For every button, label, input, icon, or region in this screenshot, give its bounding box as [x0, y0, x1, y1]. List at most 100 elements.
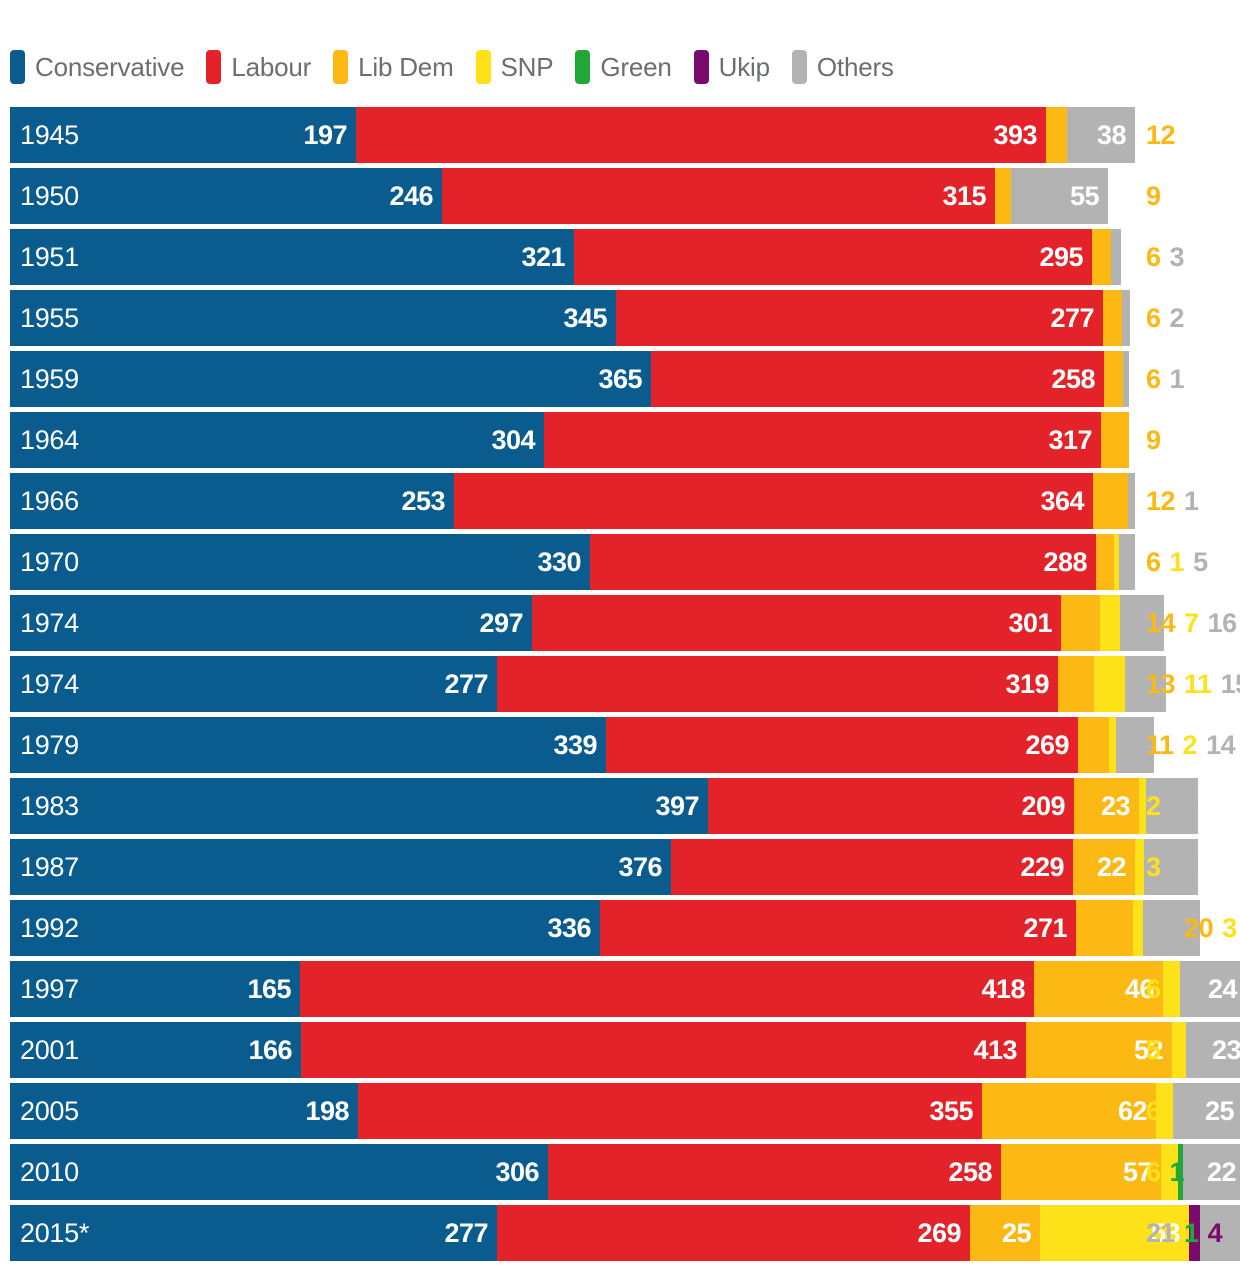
stacked-bar: 166 413 52 23 — [10, 1022, 1240, 1078]
bar-segment-labour[interactable]: 393 — [356, 107, 1046, 163]
bar-segment-labour[interactable]: 319 — [497, 656, 1058, 712]
bar-segment-libdem[interactable] — [1046, 107, 1067, 163]
bar-segment-labour[interactable]: 301 — [532, 595, 1061, 651]
bar-segment-libdem[interactable] — [1096, 534, 1114, 590]
bar-segment-snp[interactable] — [1161, 1144, 1178, 1200]
bar-segment-snp[interactable]: 53 — [1040, 1205, 1189, 1261]
bar-segment-conservative[interactable]: 365 — [10, 351, 651, 407]
outside-value-snp: 6 — [1146, 1156, 1161, 1187]
bar-segment-conservative[interactable]: 277 — [10, 656, 497, 712]
bar-segment-libdem[interactable]: 52 — [1026, 1022, 1172, 1078]
bar-segment-value: 277 — [444, 668, 488, 699]
bar-segment-labour[interactable]: 413 — [301, 1022, 1026, 1078]
bar-segment-others[interactable] — [1146, 778, 1198, 834]
bar-segment-conservative[interactable]: 198 — [10, 1083, 358, 1139]
bar-segment-labour[interactable]: 271 — [600, 900, 1076, 956]
bar-segment-others[interactable] — [1111, 229, 1121, 285]
bar-segment-others[interactable]: 22 — [1183, 1144, 1240, 1200]
bar-segment-libdem[interactable]: 46 — [1034, 961, 1163, 1017]
bar-segment-snp[interactable] — [1114, 534, 1119, 590]
bar-segment-labour[interactable]: 288 — [590, 534, 1096, 590]
bar-segment-libdem[interactable] — [1078, 717, 1109, 773]
bar-segment-labour[interactable]: 269 — [606, 717, 1078, 773]
bar-segment-labour[interactable]: 258 — [548, 1144, 1001, 1200]
bar-segment-snp[interactable] — [1100, 595, 1120, 651]
bar-segment-conservative[interactable]: 246 — [10, 168, 442, 224]
bar-segment-conservative[interactable]: 397 — [10, 778, 708, 834]
bar-segment-conservative[interactable]: 339 — [10, 717, 606, 773]
stacked-bar: 246 315 55 — [10, 168, 1136, 224]
bar-segment-others[interactable] — [1122, 290, 1130, 346]
bar-segment-labour[interactable]: 295 — [574, 229, 1092, 285]
bar-segment-labour[interactable]: 355 — [358, 1083, 982, 1139]
bar-segment-ukip[interactable] — [1189, 1205, 1200, 1261]
bar-segment-others[interactable]: 23 — [1186, 1022, 1240, 1078]
outside-value-others: 15 — [1220, 668, 1240, 699]
bar-segment-conservative[interactable]: 304 — [10, 412, 544, 468]
bar-segment-libdem[interactable] — [995, 168, 1011, 224]
bar-segment-conservative[interactable]: 306 — [10, 1144, 548, 1200]
bar-segment-others[interactable] — [1144, 839, 1198, 895]
bar-segment-others[interactable] — [1125, 656, 1166, 712]
bar-segment-others[interactable] — [1119, 534, 1135, 590]
legend-label: Ukip — [718, 51, 770, 82]
bar-segment-conservative[interactable]: 166 — [10, 1022, 301, 1078]
bar-segment-snp[interactable] — [1135, 839, 1144, 895]
bar-segment-value: 22 — [1206, 1156, 1237, 1187]
bar-segment-labour[interactable]: 258 — [651, 351, 1104, 407]
outside-value-libdem: 13 — [1146, 668, 1176, 699]
bar-segment-others[interactable] — [1120, 595, 1164, 651]
bar-segment-libdem[interactable] — [1058, 656, 1094, 712]
bar-segment-snp[interactable] — [1163, 961, 1180, 1017]
bar-segment-libdem[interactable]: 25 — [970, 1205, 1040, 1261]
bar-segment-libdem[interactable]: 57 — [1001, 1144, 1161, 1200]
bar-segment-labour[interactable]: 418 — [300, 961, 1034, 1017]
bar-segment-libdem[interactable] — [1104, 351, 1123, 407]
bar-segment-others[interactable] — [1128, 473, 1135, 529]
bar-segment-conservative[interactable]: 345 — [10, 290, 616, 346]
bar-segment-libdem[interactable] — [1103, 290, 1122, 346]
bar-segment-libdem[interactable] — [1093, 473, 1128, 529]
bar-segment-conservative[interactable]: 330 — [10, 534, 590, 590]
bar-segment-others[interactable]: 38 — [1067, 107, 1135, 163]
bar-segment-libdem[interactable] — [1101, 412, 1129, 468]
bar-segment-conservative[interactable]: 197 — [10, 107, 356, 163]
bar-segment-others[interactable]: 25 — [1173, 1083, 1240, 1139]
bar-segment-conservative[interactable]: 165 — [10, 961, 300, 1017]
bar-segment-libdem[interactable]: 23 — [1074, 778, 1139, 834]
bar-segment-snp[interactable] — [1109, 717, 1116, 773]
bar-segment-green[interactable] — [1178, 1144, 1183, 1200]
bar-segment-libdem[interactable]: 22 — [1073, 839, 1135, 895]
bar-segment-conservative[interactable]: 336 — [10, 900, 600, 956]
bar-segment-libdem[interactable] — [1076, 900, 1133, 956]
bar-segment-others[interactable] — [1200, 1205, 1240, 1261]
outside-value-green: 1 — [1184, 1217, 1199, 1248]
legend-item-con: Conservative — [10, 50, 185, 84]
bar-segment-libdem[interactable]: 62 — [982, 1083, 1156, 1139]
bar-segment-snp[interactable] — [1094, 656, 1125, 712]
bar-segment-snp[interactable] — [1139, 778, 1146, 834]
bar-segment-value: 55 — [1069, 180, 1100, 211]
bar-segment-conservative[interactable]: 297 — [10, 595, 532, 651]
bar-segment-others[interactable]: 55 — [1011, 168, 1108, 224]
bar-segment-conservative[interactable]: 277 — [10, 1205, 497, 1261]
bar-segment-conservative[interactable]: 253 — [10, 473, 454, 529]
bar-segment-snp[interactable] — [1133, 900, 1143, 956]
bar-segment-labour[interactable]: 315 — [442, 168, 995, 224]
bar-segment-libdem[interactable] — [1061, 595, 1100, 651]
bar-segment-labour[interactable]: 277 — [616, 290, 1103, 346]
bar-segment-others[interactable] — [1123, 351, 1129, 407]
bar-segment-labour[interactable]: 229 — [671, 839, 1073, 895]
bar-segment-conservative[interactable]: 321 — [10, 229, 574, 285]
bar-segment-conservative[interactable]: 376 — [10, 839, 671, 895]
bar-segment-labour[interactable]: 317 — [544, 412, 1101, 468]
bar-segment-labour[interactable]: 364 — [454, 473, 1093, 529]
bar-segment-snp[interactable] — [1156, 1083, 1173, 1139]
bar-segment-others[interactable] — [1143, 900, 1200, 956]
bar-segment-libdem[interactable] — [1092, 229, 1111, 285]
bar-segment-others[interactable] — [1116, 717, 1154, 773]
bar-segment-others[interactable]: 24 — [1180, 961, 1240, 1017]
bar-segment-labour[interactable]: 209 — [708, 778, 1074, 834]
bar-segment-labour[interactable]: 269 — [497, 1205, 970, 1261]
bar-segment-snp[interactable] — [1172, 1022, 1186, 1078]
